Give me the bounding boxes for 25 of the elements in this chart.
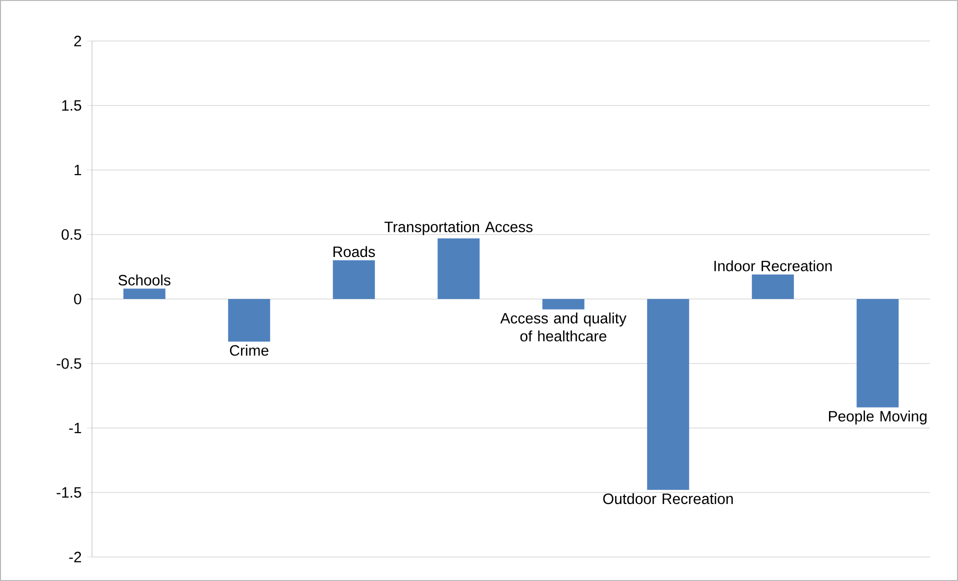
bar	[332, 260, 375, 299]
bar	[228, 299, 270, 342]
y-tick-label: 2	[74, 36, 82, 46]
y-tick-label: -1.5	[56, 487, 82, 498]
x-tick-label: Transportation Access	[384, 221, 533, 236]
y-tick-label: -0.5	[56, 358, 82, 369]
y-tick-label: 1	[74, 164, 82, 176]
y-tick-label: 0.5	[62, 229, 82, 240]
bar	[856, 299, 899, 408]
y-tick-label: 0	[74, 294, 82, 304]
x-tick-label: Outdoor Recreation	[603, 493, 733, 504]
bar	[123, 288, 166, 299]
x-tick-label: Access and quality of healthcare	[500, 312, 626, 342]
x-tick-label: People Moving	[829, 410, 926, 424]
y-tick-label: 1.5	[62, 100, 82, 111]
bar	[647, 299, 690, 490]
y-tick-label: -2	[69, 552, 82, 562]
bar	[438, 238, 480, 299]
bar	[542, 299, 584, 310]
x-tick-label: Crime	[230, 344, 268, 356]
y-tick-label: -1	[69, 422, 82, 434]
bar	[752, 274, 794, 299]
x-tick-label: Indoor Recreation	[714, 260, 832, 272]
x-tick-label: Roads	[333, 246, 375, 258]
x-tick-label: Schools	[118, 274, 170, 286]
